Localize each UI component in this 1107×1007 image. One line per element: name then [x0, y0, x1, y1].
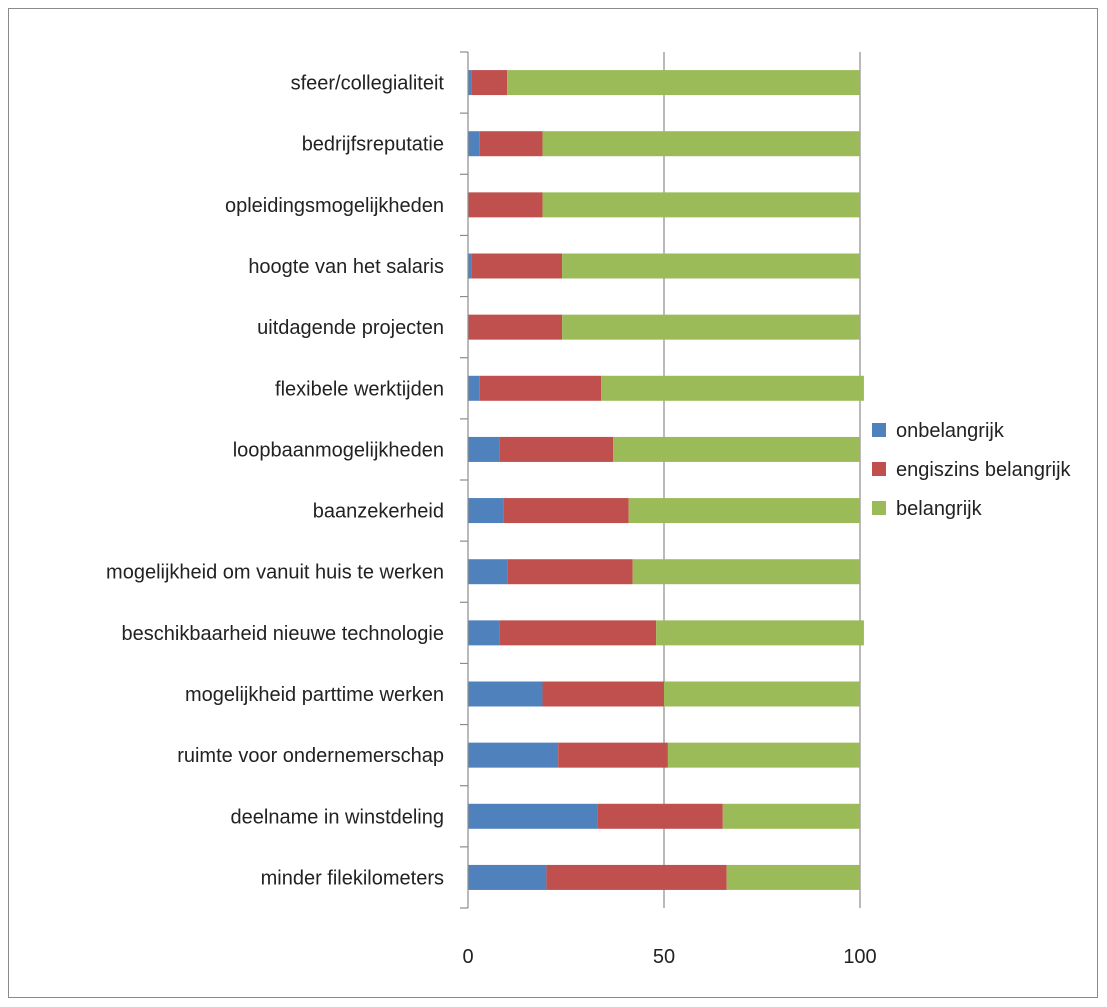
category-labels: sfeer/collegialiteit bedrijfsreputatie opl…: [106, 73, 444, 890]
legend-label-1: onbelangrijk: [896, 420, 1005, 442]
bar-3-11: [664, 681, 860, 707]
category-label: flexibele werktijden: [275, 378, 444, 400]
bar-2-8: [503, 498, 629, 524]
axes: [460, 51, 469, 909]
bar-1-14: [468, 864, 547, 890]
bar-2-11: [542, 681, 664, 707]
gridlines: [663, 52, 861, 908]
legend-label-2: engiszins belangrijk: [896, 459, 1072, 481]
category-label: mogelijkheid parttime werken: [185, 684, 444, 706]
bar-3-13: [722, 803, 860, 829]
bar-2-4: [471, 253, 563, 279]
bar-1-11: [468, 681, 543, 707]
bar-2-13: [597, 803, 723, 829]
x-tick-label-0: 0: [462, 946, 473, 968]
x-tick-label-100: 100: [843, 946, 876, 968]
bar-2-14: [546, 864, 727, 890]
x-tick-label-50: 50: [653, 946, 675, 968]
bar-1-7: [468, 436, 500, 462]
bar-2-12: [558, 742, 668, 768]
bar-1-9: [468, 559, 508, 585]
bar-3-12: [667, 742, 860, 768]
bar-2-3: [468, 192, 543, 218]
category-label: bedrijfsreputatie: [302, 134, 444, 156]
bar-3-10: [656, 620, 864, 646]
bars: [468, 70, 864, 890]
category-label: mogelijkheid om vanuit huis te werken: [106, 562, 444, 584]
category-label: beschikbaarheid nieuwe technologie: [122, 623, 444, 645]
bar-1-13: [468, 803, 598, 829]
bar-3-6: [601, 375, 864, 401]
bar-3-1: [507, 70, 860, 96]
category-label: loopbaanmogelijkheden: [233, 439, 444, 461]
bar-1-2: [468, 131, 480, 157]
category-label: sfeer/collegialiteit: [291, 73, 445, 95]
bar-3-4: [562, 253, 860, 279]
bar-3-8: [628, 498, 860, 524]
bar-2-9: [507, 559, 633, 585]
bar-2-2: [479, 131, 543, 157]
category-label: deelname in winstdeling: [231, 806, 444, 828]
legend-swatch-1: [872, 423, 886, 437]
category-label: ruimte voor ondernemerschap: [177, 745, 444, 767]
bar-1-6: [468, 375, 480, 401]
legend-swatch-3: [872, 501, 886, 515]
category-label: minder filekilometers: [261, 867, 444, 889]
bar-1-10: [468, 620, 500, 646]
bar-2-6: [479, 375, 602, 401]
legend-label-3: belangrijk: [896, 498, 983, 520]
bar-3-7: [613, 436, 860, 462]
legend-swatch-2: [872, 462, 886, 476]
bar-3-9: [632, 559, 860, 585]
bar-1-12: [468, 742, 559, 768]
category-label: uitdagende projecten: [257, 317, 444, 339]
tick-labels: 0 50 100: [462, 946, 876, 968]
category-label: hoogte van het salaris: [248, 256, 444, 278]
bar-3-2: [542, 131, 860, 157]
bar-1-1: [468, 70, 472, 96]
bar-2-1: [471, 70, 508, 96]
bar-2-10: [499, 620, 657, 646]
bar-3-5: [562, 314, 860, 340]
category-label: opleidingsmogelijkheden: [225, 195, 444, 217]
category-label: baanzekerheid: [313, 501, 444, 523]
bar-2-7: [499, 436, 614, 462]
bar-1-4: [468, 253, 472, 279]
bar-2-5: [468, 314, 563, 340]
legend: onbelangrijk engiszins belangrijk belangri…: [872, 420, 1072, 520]
bar-1-8: [468, 498, 504, 524]
bar-3-3: [542, 192, 860, 218]
bar-3-14: [726, 864, 860, 890]
